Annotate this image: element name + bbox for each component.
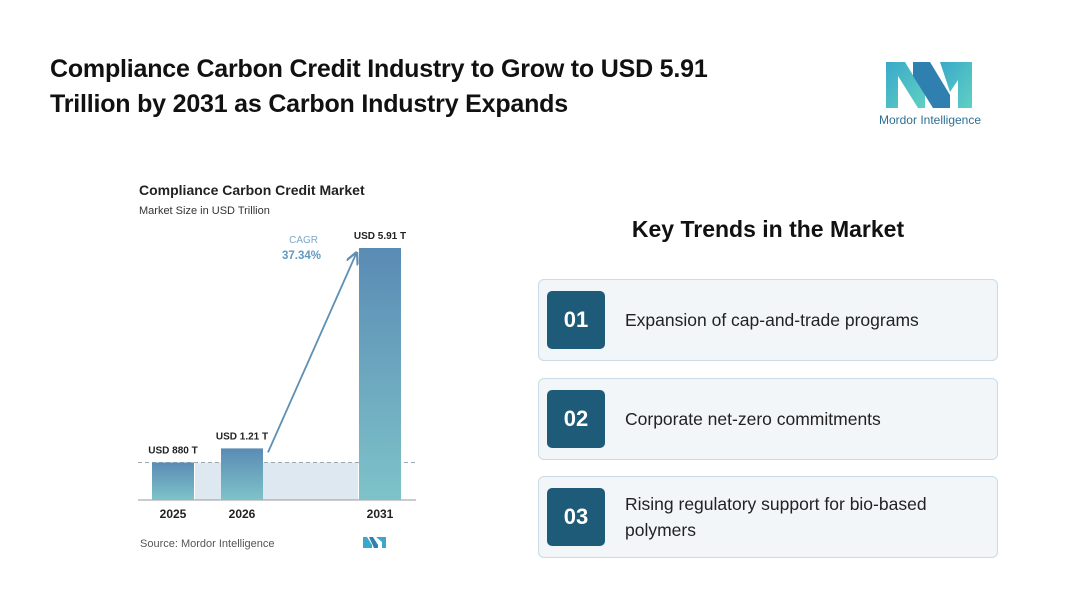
cagr-arrow (267, 254, 356, 453)
value-label: USD 1.21 T (216, 431, 268, 442)
trend-number: 03 (547, 488, 605, 546)
x-tick-label: 2025 (160, 507, 187, 521)
logo-text: Mordor Intelligence (879, 113, 981, 127)
trend-number: 01 (547, 291, 605, 349)
value-label: USD 880 T (148, 445, 197, 456)
x-tick-label: 2026 (229, 507, 256, 521)
bar (359, 248, 401, 500)
source: Source: Mordor Intelligence (140, 538, 275, 550)
trend-card: 03 Rising regulatory support for bio-base… (538, 476, 998, 558)
value-label: USD 5.91 T (354, 231, 406, 242)
headline: Compliance Carbon Credit Industry to Gro… (50, 52, 708, 122)
bar (152, 462, 194, 500)
bar (221, 448, 263, 500)
chart-title: Compliance Carbon Credit Market (139, 182, 365, 198)
trend-text: Corporate net-zero commitments (625, 408, 881, 429)
reference-band (195, 462, 358, 500)
cagr-value: 37.34% (282, 250, 321, 262)
trend-text: Expansion of cap-and-trade programs (625, 310, 919, 330)
trend-number: 02 (547, 389, 605, 448)
cagr-label: CAGR (289, 235, 318, 246)
logo: Mordor Intelligence (879, 62, 981, 127)
headline-line: Compliance Carbon Credit Industry to Gro… (50, 55, 708, 83)
trends-title: Key Trends in the Market (631, 216, 905, 242)
chart-subtitle: Market Size in USD Trillion (139, 205, 270, 217)
headline-line: Trillion by 2031 as Carbon Industry Expa… (50, 90, 568, 118)
source-logo (363, 537, 386, 548)
x-tick-label: 2031 (367, 507, 394, 521)
trend-card: 02 Corporate net-zero commitments (538, 377, 998, 460)
trend-card: 01 Expansion of cap-and-trade programs (538, 279, 998, 361)
trend-text: Rising regulatory support for bio-based … (625, 494, 927, 540)
